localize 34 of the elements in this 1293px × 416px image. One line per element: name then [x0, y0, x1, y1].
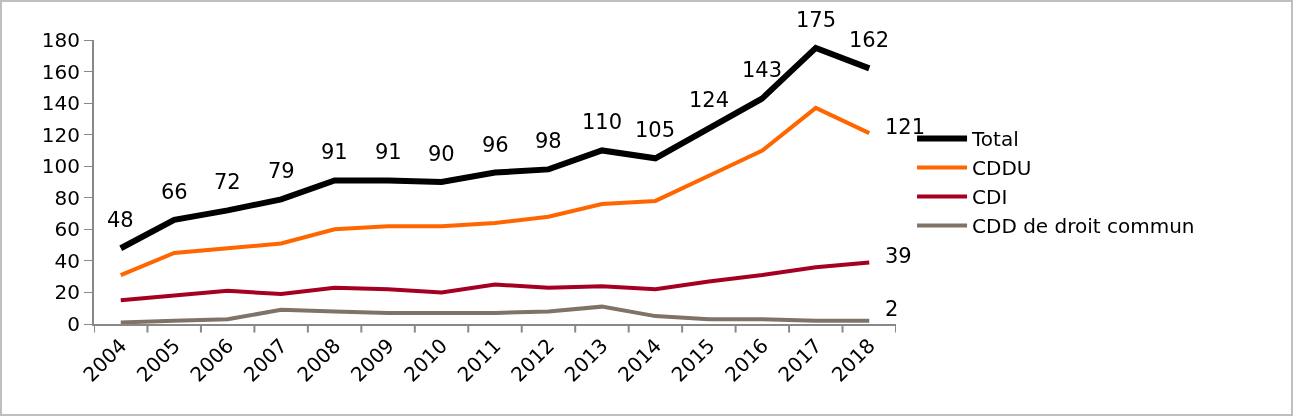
y-tick-label: 140 — [41, 91, 80, 116]
data-label: 96 — [482, 133, 509, 157]
data-label: 110 — [582, 110, 623, 134]
legend-label: CDD de droit commun — [972, 214, 1195, 239]
data-label: 143 — [742, 58, 783, 82]
data-label: 91 — [321, 140, 348, 164]
data-label: 48 — [107, 208, 134, 232]
data-label: 175 — [796, 8, 837, 32]
y-tick-label: 0 — [67, 312, 80, 336]
legend-label: Total — [971, 127, 1019, 152]
y-tick-label: 100 — [41, 154, 80, 179]
y-tick-label: 160 — [41, 59, 80, 84]
data-label: 39 — [885, 244, 912, 268]
data-label: 79 — [268, 159, 295, 183]
data-label: 72 — [214, 170, 241, 194]
data-label: 105 — [635, 118, 676, 142]
y-tick-label: 120 — [41, 122, 80, 147]
legend-label: CDDU — [972, 156, 1032, 181]
legend-label: CDI — [972, 185, 1008, 210]
data-label: 90 — [428, 142, 455, 166]
y-tick-label: 60 — [54, 217, 80, 242]
data-label: 98 — [535, 129, 562, 153]
data-label: 66 — [161, 180, 188, 204]
y-tick-label: 40 — [54, 248, 80, 273]
line-series — [118, 260, 872, 303]
y-tick-label: 180 — [41, 28, 80, 52]
data-label: 2 — [885, 297, 899, 321]
y-tick-label: 80 — [54, 185, 80, 210]
data-label: 121 — [885, 115, 926, 139]
data-label: 91 — [375, 140, 402, 164]
data-label: 162 — [849, 28, 890, 52]
data-label: 124 — [689, 88, 730, 112]
line-series — [118, 304, 872, 324]
y-tick-label: 20 — [54, 280, 80, 305]
